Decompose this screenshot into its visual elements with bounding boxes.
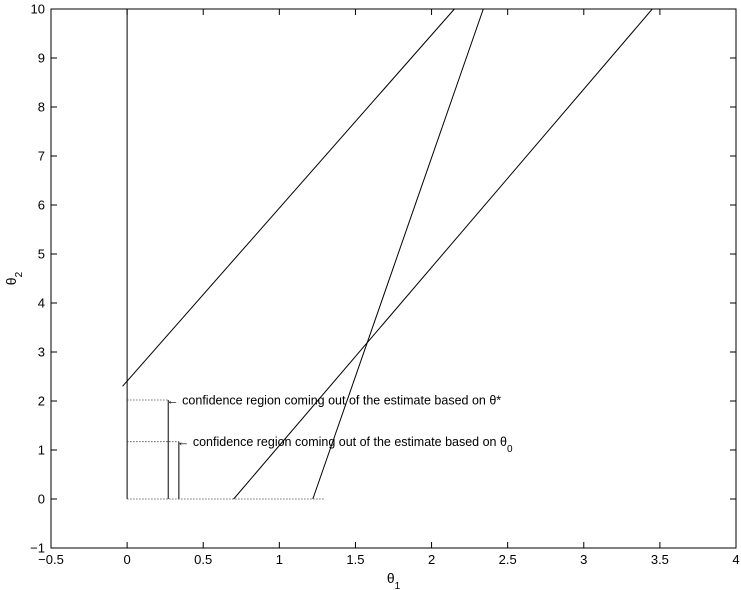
y-tick-label: 5	[38, 247, 45, 262]
y-tick-label: 6	[38, 198, 45, 213]
y-tick-label: 2	[38, 394, 45, 409]
series-line-4	[233, 8, 653, 500]
x-axis-label: θ1	[387, 570, 401, 590]
y-tick-label: 9	[38, 51, 45, 66]
x-tick-label: 1	[276, 552, 283, 567]
x-axis-label-main: θ	[387, 570, 395, 586]
y-tick-label: −1	[30, 541, 45, 556]
annotation-theta-star: ← confidence region coming out of the es…	[166, 394, 501, 408]
y-axis-label-sub: 2	[14, 271, 25, 277]
y-tick-label: 7	[38, 149, 45, 164]
y-axis-label: θ2	[3, 271, 25, 285]
y-tick-label: 10	[31, 2, 45, 17]
annotation-theta-zero: ← confidence region coming out of the es…	[177, 435, 513, 455]
x-tick-label: 2	[428, 552, 435, 567]
y-axis-label-text: θ2	[3, 271, 25, 285]
series-line-2	[122, 8, 455, 387]
annotations-group: ← confidence region coming out of the es…	[166, 394, 513, 455]
x-tick-label: 0.5	[194, 552, 212, 567]
x-tick-label: 1.5	[346, 552, 364, 567]
x-tick-label: 2.5	[499, 552, 517, 567]
y-tick-label: 3	[38, 345, 45, 360]
y-tick-label: 0	[38, 492, 45, 507]
y-tick-label: 4	[38, 296, 45, 311]
annotation-theta-zero-sub: 0	[507, 444, 513, 455]
plot-area	[50, 8, 737, 549]
y-axis-label-main: θ	[3, 277, 19, 285]
ticks: −0.5 0 0.5 1 1.5 2 2.5 3 3.5 4 −1 0 1 2 3 4 5 6 7 8 9 10	[30, 2, 739, 568]
x-tick-label: 3	[580, 552, 587, 567]
annotation-theta-zero-main: ← confidence region coming out of the es…	[177, 435, 507, 449]
x-tick-label: 0	[123, 552, 130, 567]
y-tick-label: 8	[38, 100, 45, 115]
series-line-3	[312, 8, 484, 500]
x-axis-label-sub: 1	[395, 581, 401, 590]
x-tick-label: 4	[732, 552, 739, 567]
y-tick-label: 1	[38, 443, 45, 458]
x-tick-label: 3.5	[651, 552, 669, 567]
series-group	[122, 8, 653, 500]
x-axis-label-text: θ1	[387, 570, 401, 590]
x-tick-label: −0.5	[38, 552, 64, 567]
